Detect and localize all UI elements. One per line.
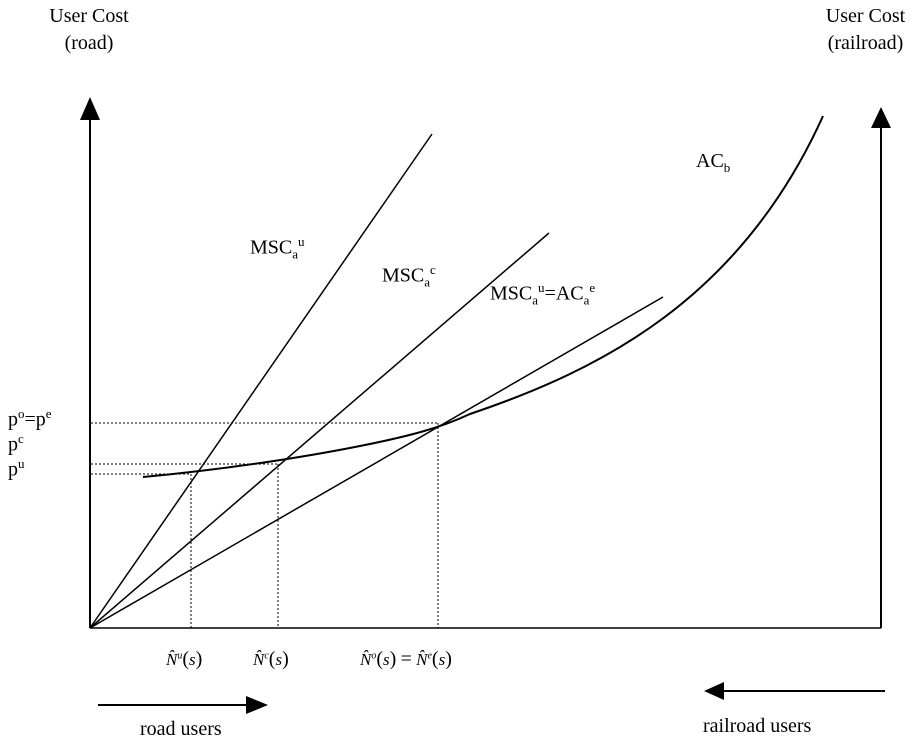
road-users-label: road users: [140, 718, 222, 740]
po-pe-label: po=pe: [8, 406, 52, 431]
left-y-axis-arrowhead: [80, 97, 100, 120]
right-axis-title: User Cost (railroad): [808, 3, 923, 57]
railroad-users-arrowhead: [704, 682, 724, 700]
ac-b-label: ACb: [696, 150, 731, 175]
n-c-label: N̂c(s): [253, 648, 289, 670]
right-y-axis-arrowhead: [871, 107, 891, 128]
road-users-arrowhead: [246, 696, 268, 714]
left-axis-title: User Cost (road): [34, 3, 144, 57]
msc-u-label: MSCau: [250, 234, 305, 262]
msc-u-line: [89, 133, 433, 629]
msc-eq-ac-line: [89, 296, 664, 629]
right-axis-title-line1: User Cost: [825, 5, 906, 27]
right-axis-title-line2: (railroad): [827, 32, 904, 54]
n-u-label: N̂u(s): [166, 648, 203, 670]
railroad-users-label: railroad users: [703, 715, 812, 737]
pc-label: pc: [8, 431, 24, 456]
msc-c-line: [89, 232, 550, 629]
msc-u-ac-e-label: MSCau=ACae: [490, 280, 596, 308]
left-axis-title-line1: User Cost: [49, 5, 129, 27]
msc-c-label: MSCac: [382, 262, 436, 290]
left-axis-title-line2: (road): [64, 32, 114, 54]
n-o-n-e-label: N̂o(s) = N̂e(s): [360, 648, 452, 670]
pu-label: pu: [8, 456, 25, 481]
ac-b-curve: [142, 115, 824, 478]
